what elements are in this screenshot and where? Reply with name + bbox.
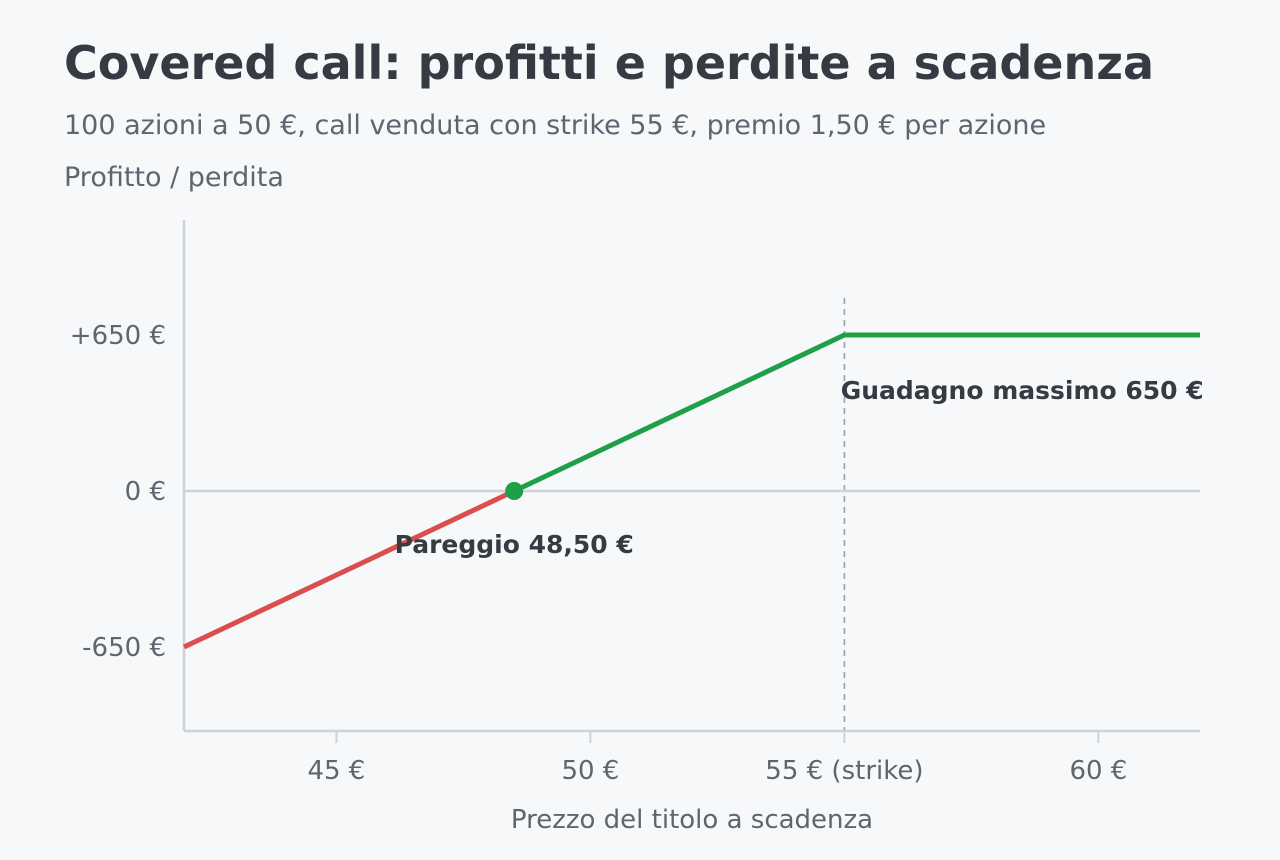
chart-subtitle: 100 azioni a 50 €, call venduta con stri… bbox=[64, 110, 1047, 141]
y-tick-label: -650 € bbox=[82, 633, 166, 663]
x-tick-label: 45 € bbox=[307, 756, 365, 786]
profit-segment-line bbox=[513, 332, 1200, 494]
x-tick-label: 50 € bbox=[561, 756, 619, 786]
y-tick-label: +650 € bbox=[70, 321, 166, 351]
chart-title: Covered call: profitti e perdite a scade… bbox=[64, 36, 1155, 90]
breakeven-point bbox=[505, 482, 524, 500]
maxgain-annotation: Guadagno massimo 650 € bbox=[841, 376, 1204, 405]
y-tick-label: 0 € bbox=[125, 477, 166, 507]
y-axis-title: Profitto / perdita bbox=[64, 162, 284, 193]
loss-segment-line bbox=[182, 488, 516, 650]
breakeven-annotation: Pareggio 48,50 € bbox=[395, 530, 634, 559]
x-tick-label: 60 € bbox=[1069, 756, 1127, 786]
x-tick-label: 55 € (strike) bbox=[765, 756, 923, 786]
x-axis-title: Prezzo del titolo a scadenza bbox=[511, 805, 873, 835]
